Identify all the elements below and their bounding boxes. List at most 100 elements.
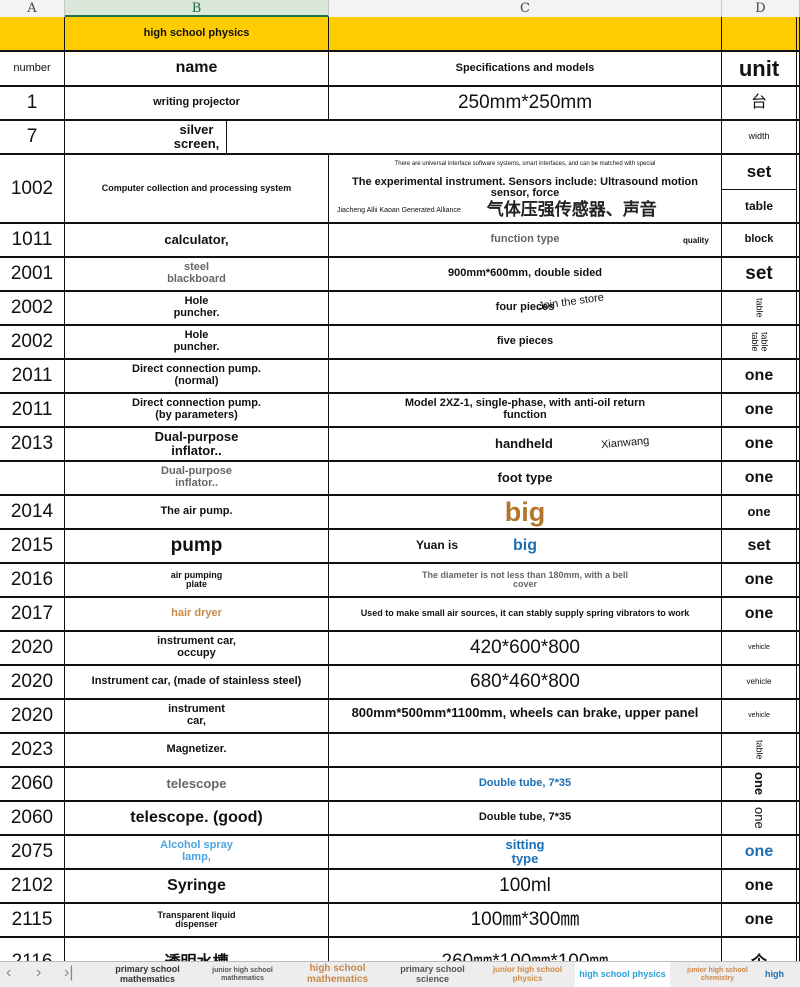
- unit-cell[interactable]: vehicle: [722, 700, 797, 732]
- number-cell[interactable]: 2011: [0, 394, 65, 426]
- number-cell[interactable]: 2023: [0, 734, 65, 766]
- spec-cell[interactable]: [329, 121, 722, 153]
- sheet-tab-active[interactable]: high school physics: [575, 962, 670, 987]
- spec-cell[interactable]: [329, 734, 722, 766]
- spec-cell[interactable]: Used to make small air sources, it can s…: [329, 598, 722, 630]
- spec-cell[interactable]: sitting type: [329, 836, 722, 868]
- unit-cell[interactable]: block: [722, 224, 797, 256]
- sheet-tab[interactable]: junior high school physics: [492, 965, 563, 983]
- unit-cell[interactable]: set table: [722, 155, 797, 222]
- unit-cell[interactable]: width: [722, 121, 797, 153]
- column-header-b[interactable]: B: [65, 0, 329, 17]
- cell[interactable]: [329, 17, 722, 50]
- spec-cell[interactable]: handheld: [329, 428, 722, 460]
- unit-cell[interactable]: 个: [722, 938, 797, 961]
- last-sheet-icon[interactable]: ›|: [64, 964, 74, 981]
- spec-cell[interactable]: four pieces: [329, 292, 722, 324]
- number-cell[interactable]: 1: [0, 87, 65, 119]
- column-header-c[interactable]: C: [329, 0, 722, 17]
- next-sheet-icon[interactable]: ›: [36, 964, 42, 981]
- column-header-a[interactable]: A: [0, 0, 65, 17]
- label-name[interactable]: name: [65, 52, 329, 85]
- spec-cell[interactable]: 680*460*800: [329, 666, 722, 698]
- number-cell[interactable]: 2013: [0, 428, 65, 460]
- spec-cell[interactable]: [329, 360, 722, 392]
- name-cell[interactable]: Hole puncher.: [65, 292, 329, 324]
- name-cell[interactable]: Hole puncher.: [65, 326, 329, 358]
- name-cell[interactable]: Instrument car, (made of stainless steel…: [65, 666, 329, 698]
- unit-cell[interactable]: set: [722, 258, 797, 290]
- number-cell[interactable]: 2115: [0, 904, 65, 936]
- label-unit[interactable]: unit: [722, 52, 797, 85]
- sheet-tab[interactable]: primary school mathematics: [115, 964, 180, 984]
- number-cell[interactable]: 2011: [0, 360, 65, 392]
- number-cell[interactable]: 2116: [0, 938, 65, 961]
- spec-cell[interactable]: 900mm*600mm, double sided: [329, 258, 722, 290]
- unit-cell[interactable]: one: [722, 870, 797, 902]
- spec-cell[interactable]: Double tube, 7*35: [329, 768, 722, 800]
- name-cell[interactable]: calculator,: [65, 224, 329, 256]
- name-cell[interactable]: Transparent liquid dispenser: [65, 904, 329, 936]
- prev-sheet-icon[interactable]: ‹: [6, 964, 12, 981]
- unit-cell[interactable]: table table: [722, 326, 797, 358]
- name-cell[interactable]: Dual-purpose inflator..: [65, 462, 329, 494]
- name-cell[interactable]: Alcohol spray lamp,: [65, 836, 329, 868]
- name-cell[interactable]: pump: [65, 530, 329, 562]
- unit-cell[interactable]: one: [722, 462, 797, 494]
- name-cell[interactable]: instrument car, occupy: [65, 632, 329, 664]
- unit-cell[interactable]: 台: [722, 87, 797, 119]
- unit-cell[interactable]: one: [722, 428, 797, 460]
- name-cell[interactable]: Syringe: [65, 870, 329, 902]
- unit-cell[interactable]: one: [722, 598, 797, 630]
- name-cell[interactable]: telescope. (good): [65, 802, 329, 834]
- sheet-tab[interactable]: primary school science: [400, 964, 465, 984]
- number-cell[interactable]: 2020: [0, 632, 65, 664]
- unit-cell[interactable]: one: [722, 360, 797, 392]
- name-cell[interactable]: writing projector: [65, 87, 329, 119]
- name-cell[interactable]: Direct connection pump. (by parameters): [65, 394, 329, 426]
- unit-cell[interactable]: vehicle: [722, 632, 797, 664]
- category-cell[interactable]: high school physics: [65, 17, 329, 50]
- number-cell[interactable]: 2002: [0, 326, 65, 358]
- spec-cell[interactable]: The diameter is not less than 180mm, wit…: [329, 564, 722, 596]
- number-cell[interactable]: 2017: [0, 598, 65, 630]
- spec-cell[interactable]: Model 2XZ-1, single-phase, with anti-oil…: [329, 394, 722, 426]
- number-cell[interactable]: 1011: [0, 224, 65, 256]
- spec-cell[interactable]: Double tube, 7*35: [329, 802, 722, 834]
- unit-cell[interactable]: one: [722, 836, 797, 868]
- unit-cell[interactable]: table: [722, 734, 797, 766]
- number-cell[interactable]: 2020: [0, 666, 65, 698]
- number-cell[interactable]: 2060: [0, 768, 65, 800]
- name-cell[interactable]: hair dryer: [65, 598, 329, 630]
- unit-cell[interactable]: one: [722, 802, 797, 834]
- number-cell[interactable]: 2001: [0, 258, 65, 290]
- number-cell[interactable]: 2075: [0, 836, 65, 868]
- sheet-tab[interactable]: high school mathematics: [306, 963, 369, 985]
- number-cell[interactable]: 2015: [0, 530, 65, 562]
- spec-cell[interactable]: 420*600*800: [329, 632, 722, 664]
- spec-cell[interactable]: function type: [329, 224, 722, 256]
- cell[interactable]: [722, 17, 797, 50]
- number-cell[interactable]: 7: [0, 121, 65, 153]
- sheet-tab[interactable]: high: [765, 968, 784, 979]
- label-spec[interactable]: Specifications and models: [329, 52, 722, 85]
- unit-cell[interactable]: vehicle: [722, 666, 797, 698]
- cell[interactable]: [0, 17, 65, 50]
- name-cell[interactable]: Computer collection and processing syste…: [65, 155, 329, 222]
- spec-cell[interactable]: big: [329, 530, 722, 562]
- label-number[interactable]: number: [0, 52, 65, 85]
- spec-cell[interactable]: 100ml: [329, 870, 722, 902]
- name-cell[interactable]: instrument car,: [65, 700, 329, 732]
- name-cell[interactable]: steel blackboard: [65, 258, 329, 290]
- sheet-tab[interactable]: junior high school mathematics: [212, 967, 273, 982]
- name-cell[interactable]: The air pump.: [65, 496, 329, 528]
- unit-cell[interactable]: table: [722, 292, 797, 324]
- spec-cell[interactable]: big: [329, 496, 722, 528]
- unit-cell[interactable]: one: [722, 496, 797, 528]
- unit-cell[interactable]: one: [722, 564, 797, 596]
- column-header-d[interactable]: D: [722, 0, 800, 17]
- spec-cell[interactable]: 260㎜*100㎜*100㎜: [329, 938, 722, 961]
- sheet-tab[interactable]: junior high school chemistry: [687, 967, 748, 982]
- number-cell[interactable]: 2102: [0, 870, 65, 902]
- name-cell[interactable]: Magnetizer.: [65, 734, 329, 766]
